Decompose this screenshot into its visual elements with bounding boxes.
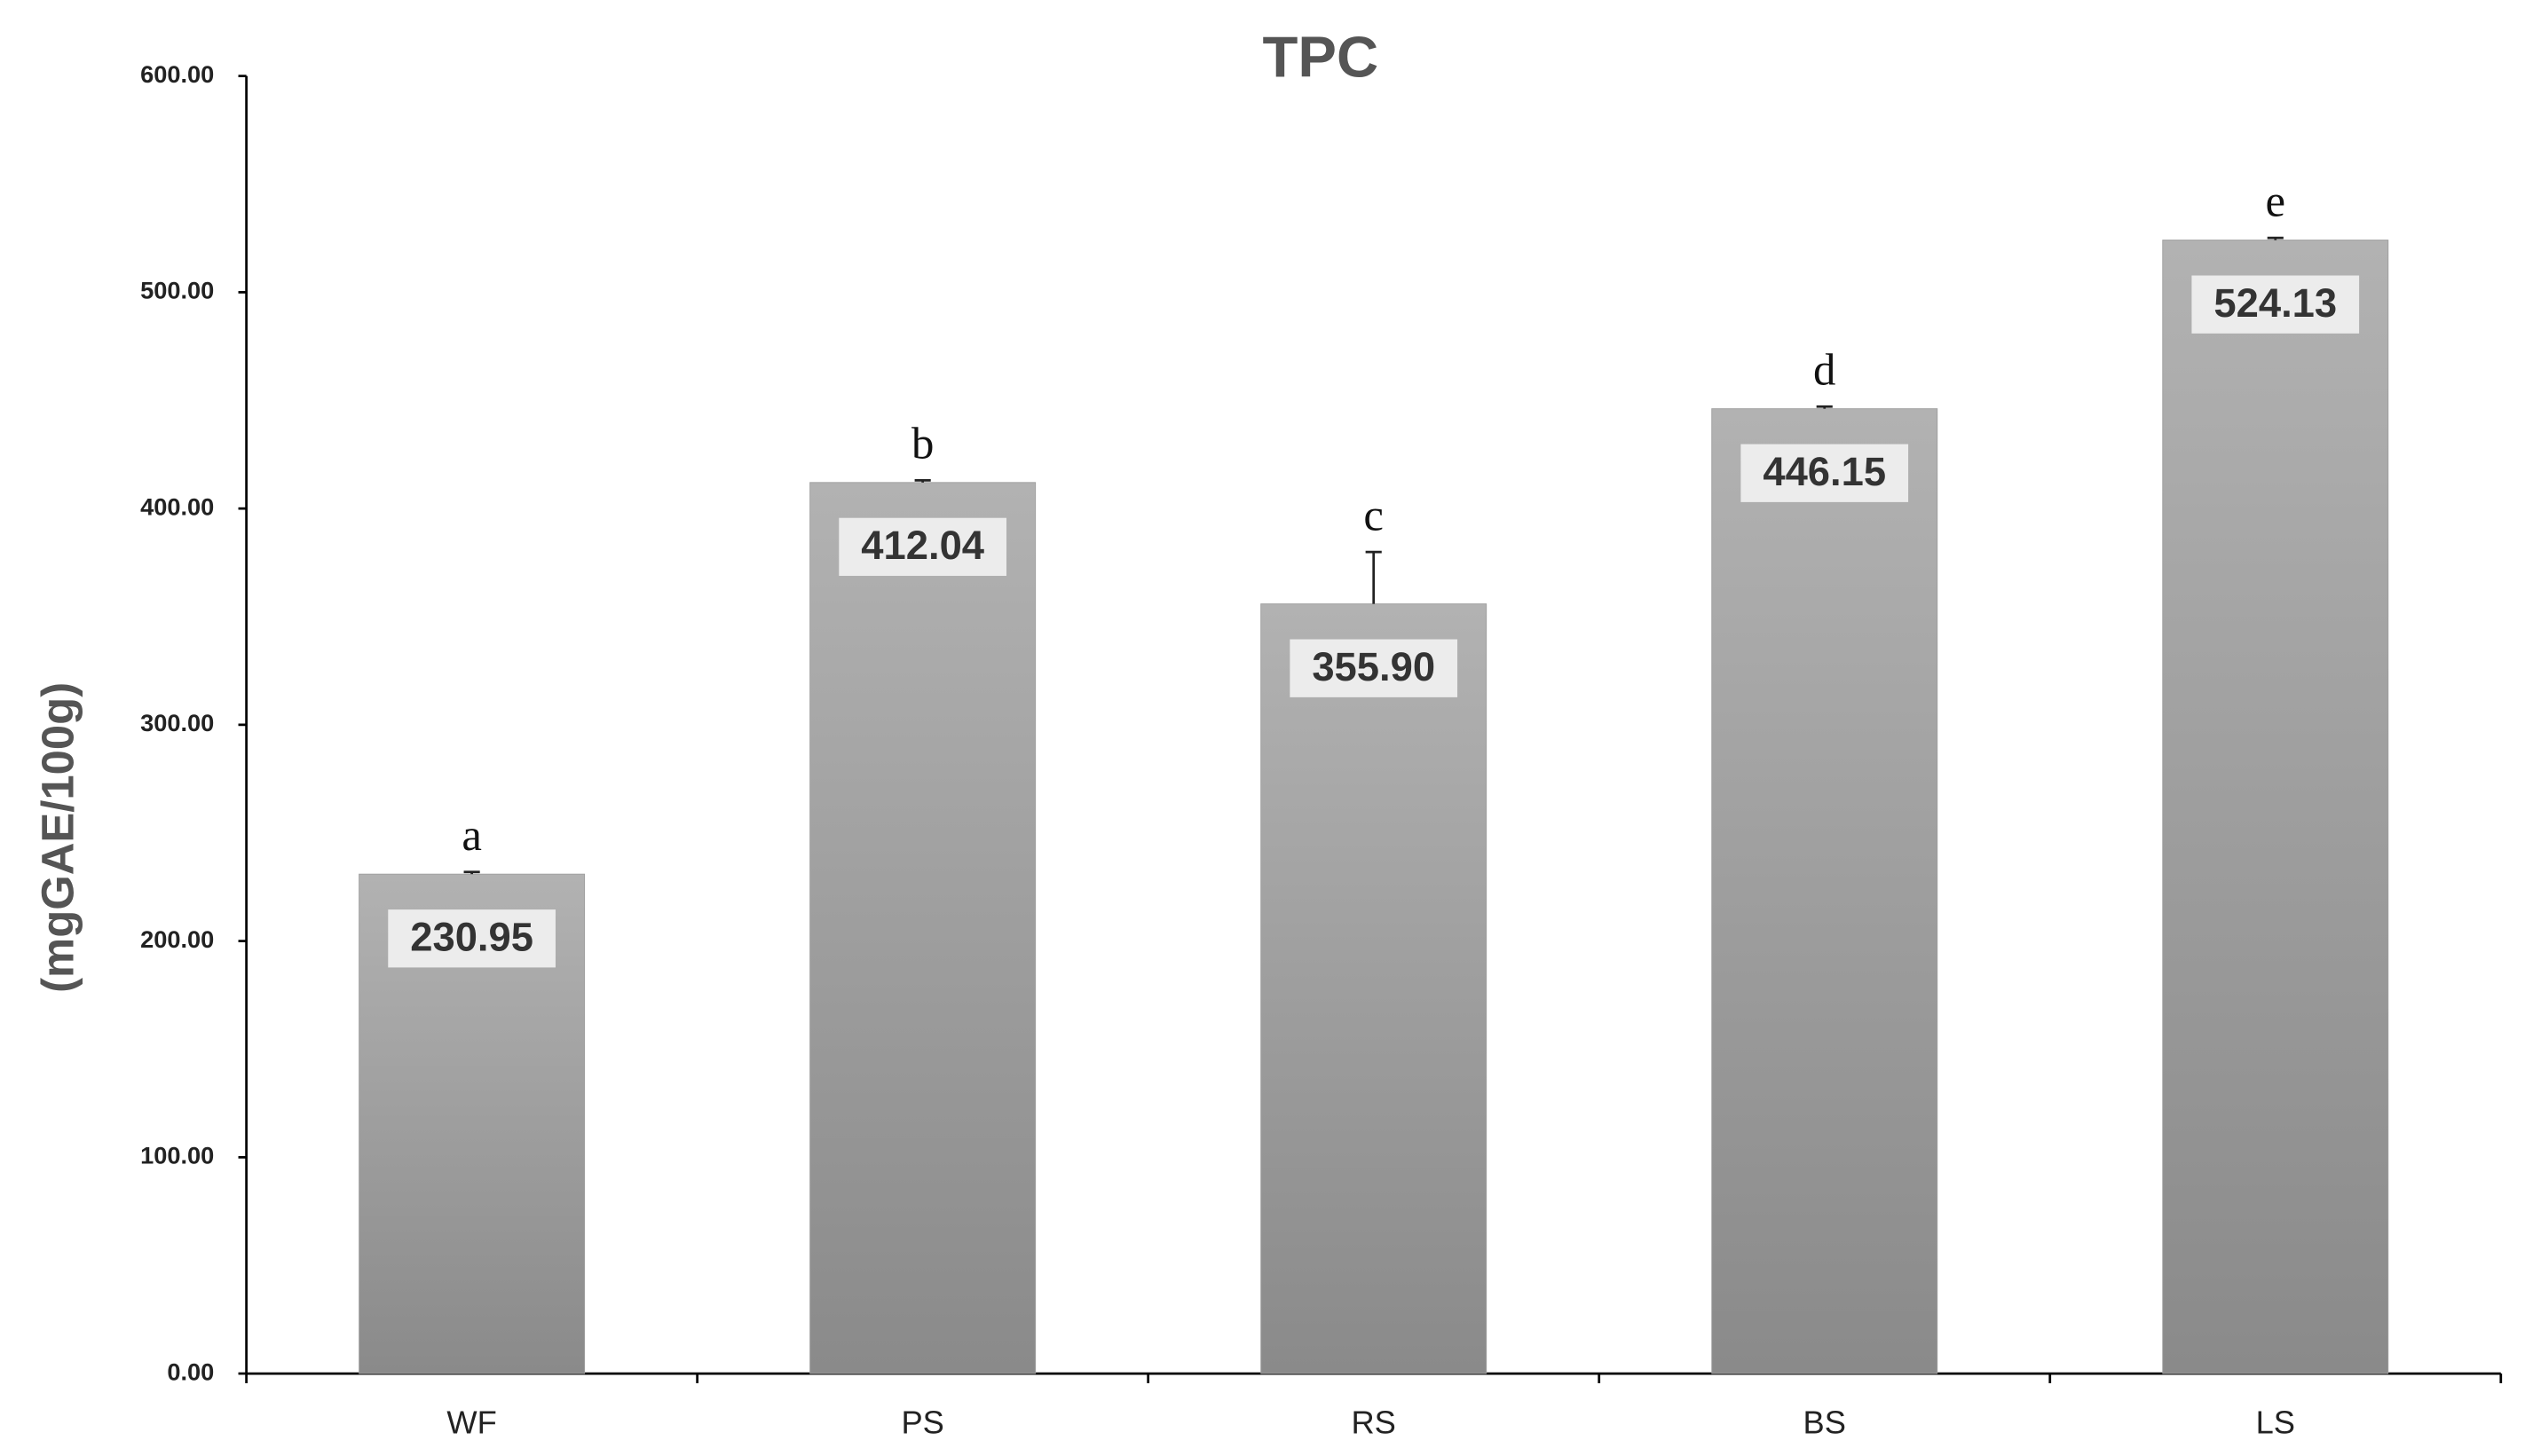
value-label: 524.13 xyxy=(2213,280,2337,326)
value-label-box xyxy=(1290,639,1458,697)
significance-letter: b xyxy=(911,419,934,468)
chart-title: TPC xyxy=(1263,25,1379,90)
significance-letter: c xyxy=(1363,490,1384,539)
value-label: 355.90 xyxy=(1312,644,1435,689)
value-label-box xyxy=(2191,275,2360,334)
value-label-box xyxy=(1740,444,1909,502)
x-tick-label: LS xyxy=(2256,1405,2295,1441)
y-tick-label: 600.00 xyxy=(140,60,214,88)
significance-letter: e xyxy=(2265,177,2285,226)
value-label-box xyxy=(388,909,556,968)
bar xyxy=(2162,240,2389,1374)
y-tick-label: 0.00 xyxy=(167,1358,214,1385)
y-axis-label: (mgGAE/100g) xyxy=(32,682,83,993)
y-tick-label: 500.00 xyxy=(140,277,214,304)
x-tick-label: BS xyxy=(1803,1405,1846,1441)
significance-letter: d xyxy=(1813,345,1835,395)
value-label-box xyxy=(839,517,1007,577)
bar xyxy=(1260,603,1487,1374)
bar xyxy=(1711,408,1938,1374)
value-label: 230.95 xyxy=(410,915,533,960)
y-tick-label: 200.00 xyxy=(140,925,214,953)
y-tick-label: 300.00 xyxy=(140,709,214,736)
x-tick-label: RS xyxy=(1351,1405,1395,1441)
significance-letter: a xyxy=(462,810,482,860)
y-tick-label: 100.00 xyxy=(140,1142,214,1169)
value-label: 446.15 xyxy=(1763,449,1886,494)
value-label: 412.04 xyxy=(861,523,984,568)
x-tick-label: WF xyxy=(446,1405,496,1441)
bar xyxy=(809,482,1037,1374)
x-tick-label: PS xyxy=(901,1405,943,1441)
y-tick-label: 400.00 xyxy=(140,492,214,520)
